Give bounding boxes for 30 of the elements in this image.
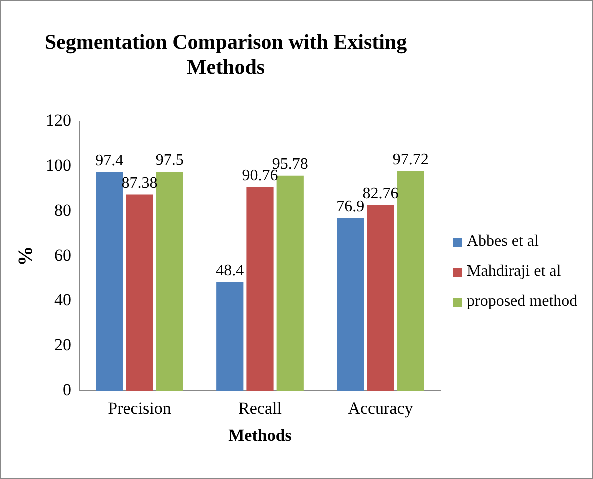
- y-tick-label: 20: [54, 336, 72, 355]
- data-label: 97.72: [392, 152, 429, 169]
- y-tick-label: 40: [54, 290, 72, 310]
- y-tick-label: 80: [54, 200, 72, 220]
- y-tick-label: 0: [63, 380, 72, 400]
- chart-title: Segmentation Comparison with Existing Methods: [44, 30, 408, 80]
- bar: [96, 172, 124, 392]
- legend-label: Mahdiraji et al: [467, 263, 562, 281]
- data-label: 76.9: [336, 198, 365, 216]
- y-axis-title: %: [15, 246, 38, 266]
- bar: [156, 172, 184, 392]
- bar: [276, 176, 304, 392]
- x-tick-label: Precision: [108, 398, 172, 418]
- legend-label: Abbes et al: [467, 233, 539, 251]
- bar: [246, 187, 274, 392]
- bar: [216, 282, 244, 392]
- bar: [367, 205, 394, 392]
- bar: [337, 218, 364, 392]
- x-tick-label: Recall: [238, 398, 282, 418]
- x-tick-label: Accuracy: [348, 398, 414, 418]
- y-tick-label: 120: [46, 110, 72, 130]
- data-label: 97.4: [96, 152, 124, 170]
- data-label: 97.5: [156, 152, 184, 170]
- y-tick-label: 60: [54, 246, 72, 265]
- legend-label: proposed method: [467, 293, 578, 311]
- data-label: 48.4: [216, 262, 244, 280]
- bar: [126, 194, 154, 392]
- bar: [397, 171, 424, 392]
- y-tick-label: 100: [46, 156, 72, 175]
- x-axis-title: Methods: [228, 426, 292, 446]
